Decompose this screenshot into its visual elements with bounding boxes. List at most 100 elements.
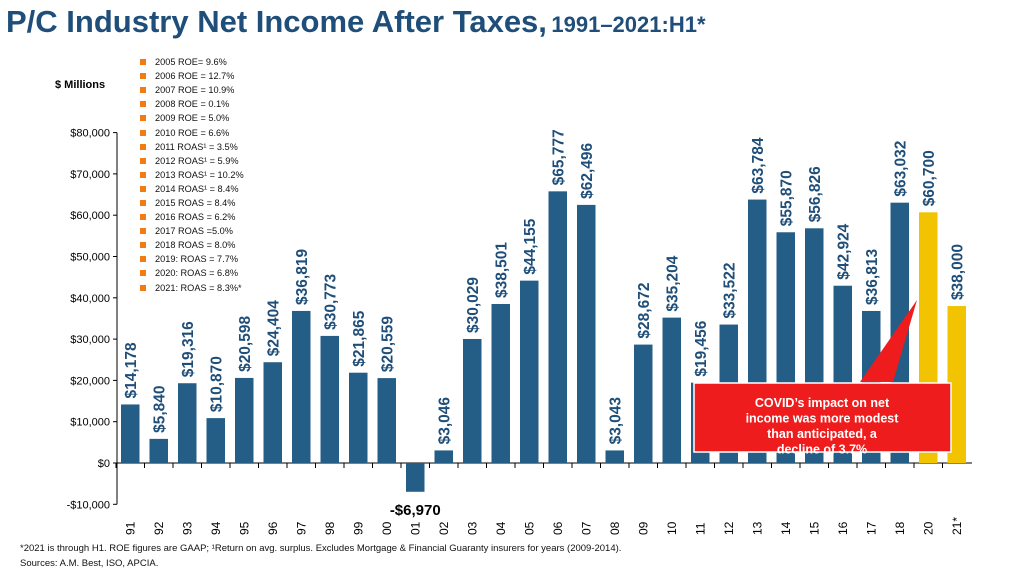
legend-text: 2012 ROAS¹ = 5.9%: [155, 155, 239, 166]
legend-marker-icon: [140, 185, 146, 192]
bar-97: [292, 310, 311, 463]
x-tick-label: 21*: [950, 517, 964, 535]
y-tick-label: -$10,000: [67, 499, 110, 511]
callout-text: COVID’s impact on net income was more mod…: [746, 396, 900, 457]
legend-marker-icon: [140, 284, 146, 291]
data-label: $14,178: [123, 342, 140, 398]
callout-box: [693, 382, 952, 453]
x-tick-label: 14: [779, 521, 793, 535]
legend-text: 2010 ROE = 6.6%: [155, 127, 230, 138]
legend-item: 2020: ROAS = 6.8%: [140, 266, 244, 280]
legend-text: 2009 ROE = 5.0%: [155, 113, 230, 124]
legend-marker-icon: [140, 214, 146, 221]
data-label: $21,865: [351, 310, 368, 366]
bar-91: [121, 404, 140, 463]
legend-marker-icon: [140, 129, 146, 136]
x-tick-label: 13: [750, 521, 764, 535]
data-label: $19,456: [693, 320, 710, 376]
bar-10: [662, 317, 681, 463]
bar-92: [149, 438, 168, 463]
x-tick-label: 16: [836, 521, 850, 535]
chart-title: P/C Industry Net Income After Taxes, 199…: [6, 4, 706, 40]
data-label: $42,924: [836, 223, 853, 279]
legend-marker-icon: [140, 199, 146, 206]
x-tick-label: 06: [551, 521, 565, 535]
data-label: $20,598: [237, 316, 254, 372]
x-tick-label: 20: [921, 521, 935, 535]
legend-item: 2016 ROAS = 6.2%: [140, 210, 244, 224]
legend-text: 2007 ROE = 10.9%: [155, 85, 235, 96]
covid-callout: COVID’s impact on net income was more mod…: [693, 300, 952, 457]
bar-98: [320, 335, 339, 463]
data-label: $56,826: [807, 166, 824, 222]
data-label: $44,155: [522, 218, 539, 274]
legend-text: 2005 ROE= 9.6%: [155, 57, 227, 68]
bar-93: [178, 383, 197, 463]
x-tick-label: 95: [237, 521, 251, 535]
legend-marker-icon: [140, 87, 146, 94]
sources-note: Sources: A.M. Best, ISO, APCIA.: [20, 558, 159, 569]
legend-text: 2017 ROAS =5.0%: [155, 226, 233, 237]
legend-text: 2011 ROAS¹ = 3.5%: [155, 141, 238, 152]
data-label: $30,029: [465, 277, 482, 333]
x-tick-label: 94: [209, 521, 223, 535]
legend-item: 2021: ROAS = 8.3%*: [140, 281, 244, 295]
data-label: $19,316: [180, 321, 197, 377]
legend-marker-icon: [140, 59, 146, 66]
title-main: P/C Industry Net Income After Taxes,: [6, 4, 547, 39]
legend-item: 2007 ROE = 10.9%: [140, 83, 244, 97]
legend-text: 2019: ROAS = 7.7%: [155, 254, 238, 265]
legend-item: 2009 ROE = 5.0%: [140, 111, 244, 125]
legend-item: 2014 ROAS¹ = 8.4%: [140, 182, 244, 196]
data-label: $33,522: [722, 263, 739, 319]
data-label: $10,870: [209, 356, 226, 412]
title-period: 1991–2021:H1*: [551, 12, 706, 37]
data-label: $62,496: [579, 142, 596, 198]
legend-item: 2008 ROE = 0.1%: [140, 97, 244, 111]
y-tick-label: $50,000: [70, 252, 110, 264]
bar-01: [406, 463, 425, 492]
bar-02: [434, 450, 453, 463]
bar-07: [577, 204, 596, 463]
data-label: $28,672: [636, 283, 653, 339]
data-label: $36,813: [864, 249, 881, 305]
x-tick-label: 09: [636, 521, 650, 535]
legend-marker-icon: [140, 256, 146, 263]
x-tick-label: 05: [522, 521, 536, 535]
y-tick-label: $40,000: [70, 293, 110, 305]
y-axis-label: $ Millions: [55, 79, 105, 91]
bar-21*: [947, 306, 966, 463]
x-tick-label: 92: [152, 521, 166, 535]
bar-08: [605, 450, 624, 463]
data-label: $65,777: [551, 129, 568, 185]
bar-05: [520, 280, 539, 463]
x-tick-label: 97: [294, 521, 308, 535]
data-label: $20,559: [380, 316, 397, 372]
bar-94: [206, 418, 225, 463]
y-tick-label: $70,000: [70, 169, 110, 181]
legend-item: 2010 ROE = 6.6%: [140, 125, 244, 139]
footnote: *2021 is through H1. ROE figures are GAA…: [20, 543, 622, 554]
bar-95: [235, 377, 254, 463]
bar-99: [349, 372, 368, 463]
legend-item: 2015 ROAS = 8.4%: [140, 196, 244, 210]
y-tick-label: $10,000: [70, 417, 110, 429]
data-label: $38,000: [950, 244, 967, 300]
bar-04: [491, 303, 510, 463]
data-label: $35,204: [665, 255, 682, 311]
y-tick-label: $80,000: [70, 128, 110, 140]
legend-text: 2014 ROAS¹ = 8.4%: [155, 183, 239, 194]
legend-text: 2006 ROE = 12.7%: [155, 71, 235, 82]
legend-text: 2008 ROE = 0.1%: [155, 99, 230, 110]
x-tick-label: 00: [380, 521, 394, 535]
x-tick-label: 01: [408, 521, 422, 535]
legend-text: 2020: ROAS = 6.8%: [155, 268, 238, 279]
data-label: $55,870: [779, 170, 796, 226]
data-label: -$6,970: [390, 502, 441, 519]
legend-item: 2017 ROAS =5.0%: [140, 224, 244, 238]
legend-text: 2018 ROAS = 8.0%: [155, 240, 236, 251]
x-tick-label: 99: [351, 521, 365, 535]
legend-marker-icon: [140, 143, 146, 150]
x-tick-label: 11: [693, 522, 707, 535]
